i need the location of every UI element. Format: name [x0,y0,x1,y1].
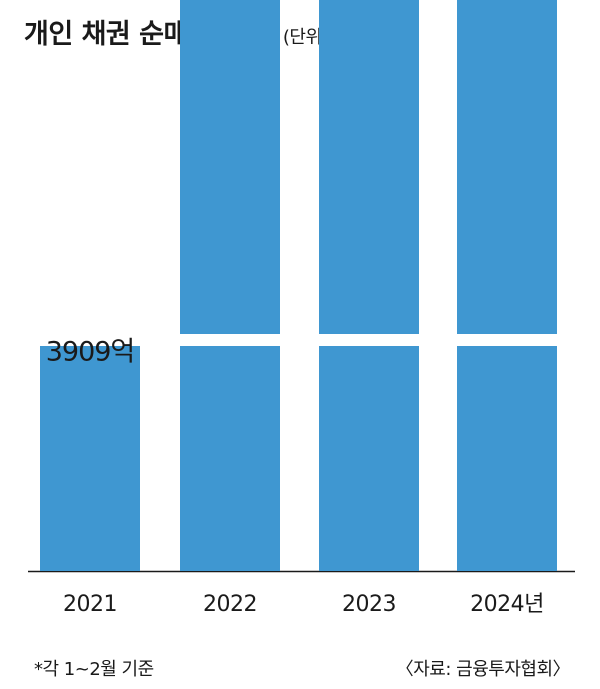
bar-2022-upper [180,0,280,335]
bar-2024년-upper [457,0,557,334]
bar-2024년-lower [457,346,557,571]
bar-2023-upper [319,0,419,334]
value-label-2021-0: 3909억 [46,337,135,368]
category-label-2023: 2023 [342,592,396,617]
category-label-2021: 2021 [63,592,117,617]
category-label-2024년: 2024년 [470,592,544,617]
bar-2023-lower [319,346,419,571]
source-note: 〈자료: 금융투자협회〉 [395,659,571,680]
bar-2021-lower [40,346,140,571]
bar-2022-lower [180,346,280,571]
footnote: *각 1~2월 기준 [34,659,154,680]
category-label-2022: 2022 [203,592,257,617]
